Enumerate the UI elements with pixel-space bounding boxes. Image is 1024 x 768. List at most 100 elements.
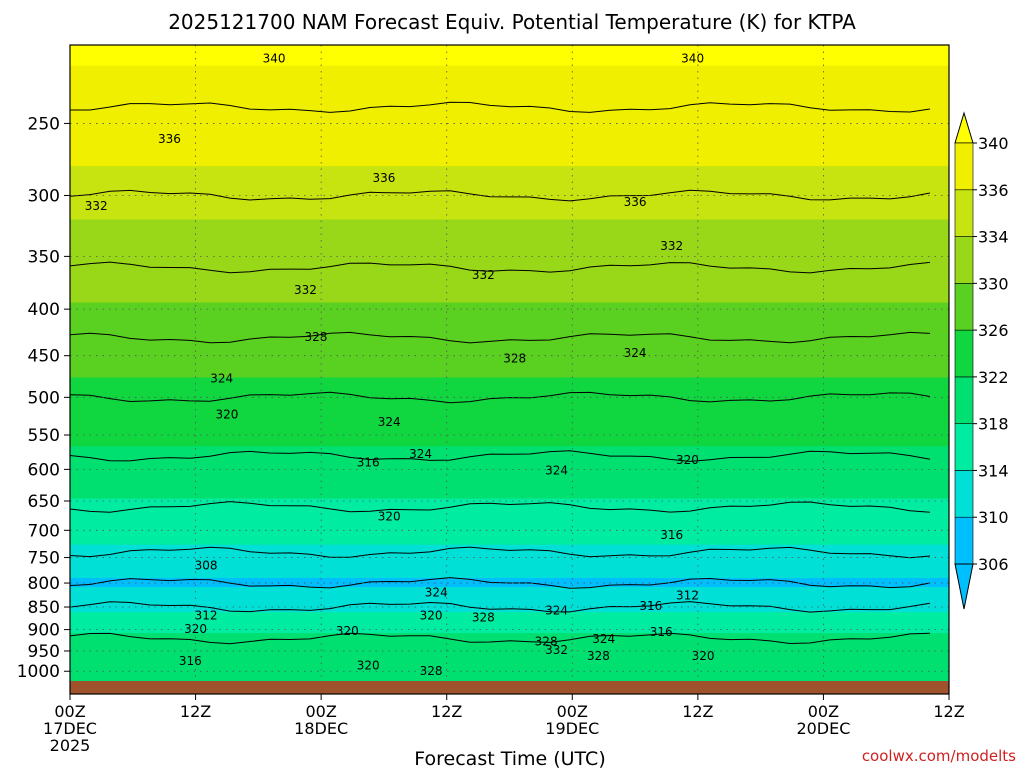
colorbar-swatch: [954, 142, 974, 191]
contour-label: 328: [587, 649, 610, 663]
fill-band: [70, 337, 949, 349]
fill-band: [70, 455, 949, 466]
fill-band: [70, 607, 949, 613]
fill-band: [70, 552, 949, 558]
colorbar-swatch: [954, 516, 974, 565]
chart-title: 2025121700 NAM Forecast Equiv. Potential…: [168, 10, 856, 34]
y-tick-label: 900: [28, 621, 60, 641]
x-tick-label: 00Z: [557, 702, 588, 721]
contour-label: 320: [692, 649, 715, 663]
fill-band: [70, 622, 949, 629]
x-tick-label: 20DEC: [796, 719, 850, 738]
fill-band: [70, 76, 949, 88]
y-tick-label: 550: [28, 426, 60, 446]
contour-line: [70, 261, 931, 274]
plot-area: 340 3403363363363323323323323283283243243…: [70, 45, 949, 681]
fill-band: [70, 314, 949, 327]
contour-label: 320: [357, 658, 380, 672]
colorbar-top-arrow: [954, 111, 974, 144]
y-tick-label: 650: [28, 492, 60, 512]
watermark: coolwx.com/modelts: [862, 747, 1016, 765]
contour-label: 324: [210, 372, 233, 386]
x-tick-label: 00Z: [305, 702, 336, 721]
fill-band: [70, 302, 949, 315]
contour-label: 328: [420, 664, 443, 678]
contour-label: 316: [660, 528, 683, 542]
fill-band: [70, 219, 949, 233]
colorbar-bottom-arrow: [954, 563, 974, 610]
x-tick-label: 18DEC: [294, 719, 348, 738]
fill-band: [70, 633, 949, 639]
contour-label: 328: [535, 635, 558, 649]
contour-line: [70, 391, 931, 404]
colorbar-label: 318: [978, 415, 1009, 434]
fill-band: [70, 136, 949, 152]
fill-band: [70, 473, 949, 483]
contour-label: 336: [624, 195, 647, 209]
fill-band: [70, 290, 949, 304]
contour-label: 332: [660, 239, 683, 253]
ground-strip: [70, 681, 949, 694]
fill-band: [70, 645, 949, 654]
contour-line: [70, 189, 931, 202]
fill-band: [70, 279, 949, 292]
fill-band: [70, 267, 949, 280]
x-tick-label: 19DEC: [545, 719, 599, 738]
colorbar-swatch: [954, 189, 974, 237]
x-tick-label: 12Z: [180, 702, 211, 721]
x-tick-label: 00Z: [54, 702, 85, 721]
colorbar-label: 330: [978, 274, 1009, 293]
fill-band: [70, 666, 949, 675]
contour-label: 324: [624, 346, 647, 360]
fill-band: [70, 599, 949, 604]
contour-label: 324: [425, 585, 448, 599]
y-tick-label: 800: [28, 574, 60, 594]
fill-band: [70, 464, 949, 474]
fill-band: [70, 166, 949, 182]
colorbar-swatch: [954, 329, 974, 378]
contour-label: 320: [336, 624, 359, 638]
contour-label: 340: [263, 51, 286, 65]
x-tick-label: 17DEC: [43, 719, 97, 738]
fill-band: [70, 522, 949, 531]
y-tick-label: 950: [28, 642, 60, 662]
fill-band: [70, 595, 949, 600]
contour-label: 316: [650, 625, 673, 639]
colorbar-label: 310: [978, 508, 1009, 527]
contour-label: 320: [378, 510, 401, 524]
fill-band: [70, 243, 949, 257]
contour-line: [70, 632, 931, 645]
contour-label: 320: [420, 608, 443, 622]
colorbar-swatch: [954, 423, 974, 471]
contour-label: 308: [195, 558, 218, 572]
contour-label: 312: [195, 608, 218, 622]
colorbar-label: 340: [978, 134, 1009, 153]
contour-label: 328: [304, 330, 327, 344]
contour-label: 312: [676, 589, 699, 603]
fill-band: [70, 231, 949, 245]
contour-label: 332: [294, 283, 317, 297]
fill-band: [70, 86, 949, 98]
x-tick-label: 00Z: [808, 702, 839, 721]
fill-band: [70, 426, 949, 438]
contour-label: 340: [681, 51, 704, 65]
fill-band: [70, 567, 949, 574]
y-tick-label: 450: [28, 347, 60, 367]
fill-band: [70, 387, 949, 398]
contour-label: 316: [357, 456, 380, 470]
fill-band: [70, 557, 949, 564]
colorbar-swatch: [954, 470, 974, 518]
y-tick-label: 400: [28, 300, 60, 320]
colorbar-label: 322: [978, 368, 1009, 387]
y-tick-label: 350: [28, 247, 60, 267]
contour-label: 324: [378, 415, 401, 429]
x-tick-label: 12Z: [933, 702, 964, 721]
fill-band: [70, 490, 949, 500]
y-tick-label: 700: [28, 521, 60, 541]
contour-label: 328: [503, 351, 526, 365]
fill-band: [70, 529, 949, 538]
fill-band: [70, 537, 949, 546]
fill-band: [70, 326, 949, 339]
fill-band: [70, 55, 949, 67]
y-tick-label: 850: [28, 598, 60, 618]
